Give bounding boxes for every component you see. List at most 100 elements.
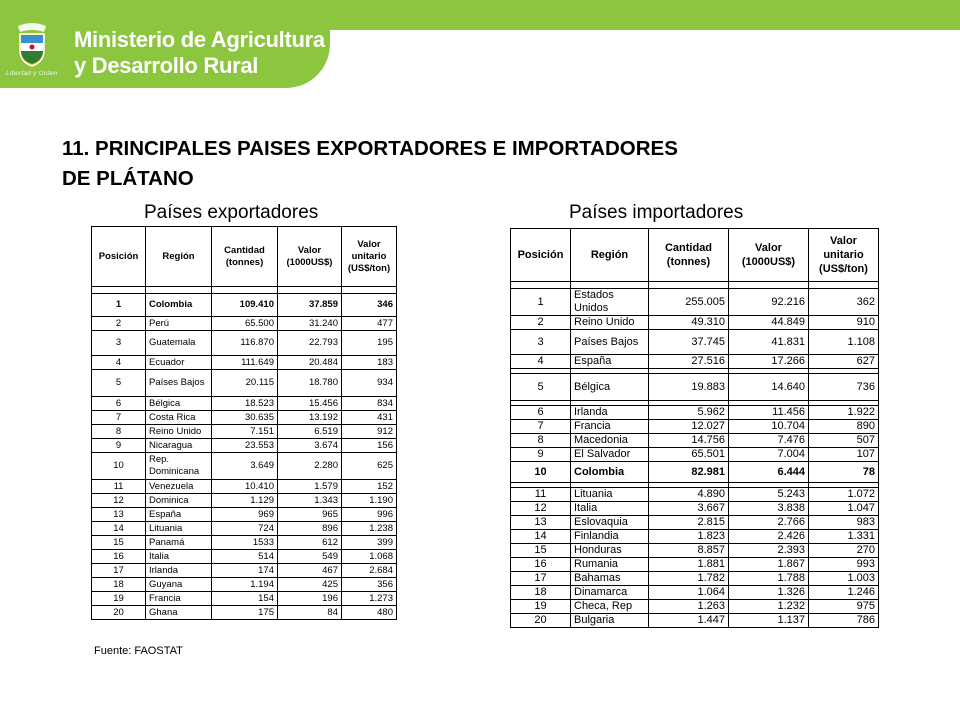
position-cell: 4 — [510, 354, 571, 369]
unit-value-cell: 910 — [808, 315, 879, 330]
unit-value-cell: 362 — [808, 288, 879, 316]
position-cell: 8 — [91, 424, 146, 439]
importers-header-quantity: Cantidad (tonnes) — [648, 228, 729, 282]
position-cell: 5 — [510, 373, 571, 401]
position-cell: 9 — [91, 438, 146, 453]
region-cell: Checa, Rep — [570, 599, 649, 614]
value-cell: 7.004 — [728, 447, 809, 462]
page-title-line2: DE PLÁTANO — [62, 167, 194, 190]
position-cell: 17 — [91, 563, 146, 578]
quantity-cell: 10.410 — [211, 479, 278, 494]
region-cell: Macedonia — [570, 433, 649, 448]
unit-value-cell: 1.273 — [341, 591, 397, 606]
value-cell: 2.393 — [728, 543, 809, 558]
coat-of-arms-icon — [18, 23, 46, 67]
quantity-cell: 37.745 — [648, 329, 729, 355]
value-cell: 1.343 — [277, 493, 342, 508]
position-cell: 19 — [91, 591, 146, 606]
table-row: 4 Ecuador 111.649 20.484 183 — [91, 355, 397, 370]
table-row: 4 España 27.516 17.266 627 — [510, 354, 879, 369]
table-row: 3 Países Bajos 37.745 41.831 1.108 — [510, 329, 879, 355]
unit-value-cell: 1.238 — [341, 521, 397, 536]
quantity-cell: 12.027 — [648, 419, 729, 434]
unit-value-cell: 1.047 — [808, 501, 879, 516]
position-cell: 6 — [510, 405, 571, 420]
table-row: 19 Francia 154 196 1.273 — [91, 591, 397, 606]
value-cell: 896 — [277, 521, 342, 536]
table-row: 11 Lituania 4.890 5.243 1.072 — [510, 487, 879, 502]
value-cell: 44.849 — [728, 315, 809, 330]
region-cell: Bélgica — [570, 373, 649, 401]
quantity-cell: 14.756 — [648, 433, 729, 448]
unit-value-cell: 934 — [341, 369, 397, 397]
value-cell: 7.476 — [728, 433, 809, 448]
table-row: 15 Panamá 1533 612 399 — [91, 535, 397, 550]
table-row: 2 Perú 65.500 31.240 477 — [91, 316, 397, 331]
quantity-cell: 175 — [211, 605, 278, 620]
quantity-cell: 18.523 — [211, 396, 278, 411]
position-cell: 5 — [91, 369, 146, 397]
quantity-cell: 65.500 — [211, 316, 278, 331]
motto-text: Libertad y Orden — [6, 70, 58, 77]
region-cell: Bahamas — [570, 571, 649, 586]
table-row: 14 Finlandia 1.823 2.426 1.331 — [510, 529, 879, 544]
position-cell: 20 — [91, 605, 146, 620]
table-row: 11 Venezuela 10.410 1.579 152 — [91, 479, 397, 494]
table-row: 20 Bulgaria 1.447 1.137 786 — [510, 613, 879, 628]
unit-value-cell: 993 — [808, 557, 879, 572]
region-cell: Reino Unido — [145, 424, 212, 439]
value-cell: 10.704 — [728, 419, 809, 434]
position-cell: 10 — [510, 461, 571, 483]
table-row: 17 Bahamas 1.782 1.788 1.003 — [510, 571, 879, 586]
unit-value-cell: 477 — [341, 316, 397, 331]
table-row: 6 Bélgica 18.523 15.456 834 — [91, 396, 397, 411]
value-cell: 467 — [277, 563, 342, 578]
table-row: 2 Reino Unido 49.310 44.849 910 — [510, 315, 879, 330]
table-row: 9 El Salvador 65.501 7.004 107 — [510, 447, 879, 462]
value-cell: 2.426 — [728, 529, 809, 544]
table-row: 5 Bélgica 19.883 14.640 736 — [510, 373, 879, 401]
quantity-cell: 3.667 — [648, 501, 729, 516]
region-cell: Países Bajos — [145, 369, 212, 397]
region-cell: Nicaragua — [145, 438, 212, 453]
unit-value-cell: 356 — [341, 577, 397, 592]
value-cell: 6.519 — [277, 424, 342, 439]
table-row: 18 Guyana 1.194 425 356 — [91, 577, 397, 592]
position-cell: 2 — [91, 316, 146, 331]
position-cell: 9 — [510, 447, 571, 462]
importers-table: Posición Región Cantidad (tonnes) Valor … — [510, 228, 879, 628]
region-cell: Dinamarca — [570, 585, 649, 600]
table-row: 16 Rumania 1.881 1.867 993 — [510, 557, 879, 572]
region-cell: Estados Unidos — [570, 288, 649, 316]
value-cell: 14.640 — [728, 373, 809, 401]
importers-caption: Países importadores — [569, 202, 744, 223]
region-cell: El Salvador — [570, 447, 649, 462]
quantity-cell: 23.553 — [211, 438, 278, 453]
value-cell: 1.788 — [728, 571, 809, 586]
ministry-name-line1: Ministerio de Agricultura — [74, 27, 325, 52]
table-row: 17 Irlanda 174 467 2.684 — [91, 563, 397, 578]
quantity-cell: 30.635 — [211, 410, 278, 425]
quantity-cell: 4.890 — [648, 487, 729, 502]
region-cell: Francia — [570, 419, 649, 434]
value-cell: 84 — [277, 605, 342, 620]
position-cell: 19 — [510, 599, 571, 614]
quantity-cell: 154 — [211, 591, 278, 606]
quantity-cell: 514 — [211, 549, 278, 564]
value-cell: 965 — [277, 507, 342, 522]
value-cell: 22.793 — [277, 330, 342, 356]
position-cell: 12 — [510, 501, 571, 516]
unit-value-cell: 890 — [808, 419, 879, 434]
exporters-header-region: Región — [145, 226, 212, 287]
quantity-cell: 1.881 — [648, 557, 729, 572]
region-cell: Italia — [145, 549, 212, 564]
value-cell: 1.579 — [277, 479, 342, 494]
value-cell: 37.859 — [277, 293, 342, 317]
unit-value-cell: 736 — [808, 373, 879, 401]
quantity-cell: 969 — [211, 507, 278, 522]
page-title-line1: 11. PRINCIPALES PAISES EXPORTADORES E IM… — [62, 137, 678, 160]
quantity-cell: 3.649 — [211, 452, 278, 480]
unit-value-cell: 346 — [341, 293, 397, 317]
region-cell: España — [145, 507, 212, 522]
unit-value-cell: 507 — [808, 433, 879, 448]
